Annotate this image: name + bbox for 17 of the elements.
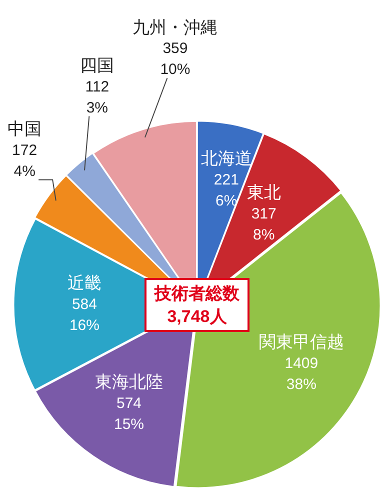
data-label: 359 10% xyxy=(160,40,190,78)
slice-label: 北海道 xyxy=(200,148,252,168)
slice-label: 九州・沖縄 xyxy=(132,18,218,37)
slice-label: 四国 xyxy=(80,56,114,75)
data-label: 112 3% xyxy=(85,78,110,116)
data-label: 584 16% xyxy=(69,296,100,334)
data-label: 1409 38% xyxy=(284,354,318,393)
data-label: 172 4% xyxy=(12,142,38,180)
data-label: 317 8% xyxy=(251,206,276,244)
text: 技術者総数 3,748人 xyxy=(144,278,250,332)
slice-label: 中国 xyxy=(8,119,42,138)
slice-label: 近畿 xyxy=(67,273,102,292)
data-label: 221 6% xyxy=(214,171,239,210)
slice-label: 東海北陸 xyxy=(95,372,164,392)
slice-label: 関東甲信越 xyxy=(258,332,344,352)
data-label: 574 15% xyxy=(114,394,144,433)
slice-label: 東北 xyxy=(246,183,281,202)
